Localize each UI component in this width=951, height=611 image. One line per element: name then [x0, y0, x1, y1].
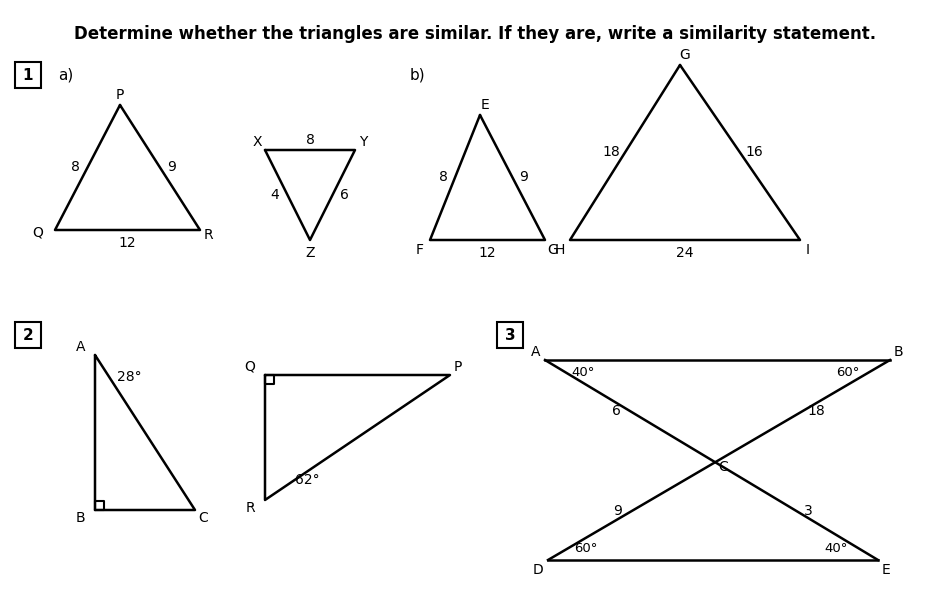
- Text: 9: 9: [167, 160, 177, 174]
- Text: P: P: [454, 360, 462, 374]
- Text: I: I: [806, 243, 810, 257]
- Text: 1: 1: [23, 67, 33, 82]
- Text: X: X: [252, 135, 262, 149]
- Text: 12: 12: [478, 246, 495, 260]
- Text: 24: 24: [676, 246, 693, 260]
- Text: R: R: [245, 501, 255, 515]
- Text: C: C: [718, 460, 728, 474]
- Text: A: A: [531, 345, 540, 359]
- Text: 28°: 28°: [117, 370, 142, 384]
- Text: H: H: [554, 243, 565, 257]
- Text: R: R: [204, 228, 213, 242]
- Text: Determine whether the triangles are similar. If they are, write a similarity sta: Determine whether the triangles are simi…: [74, 25, 876, 43]
- Text: E: E: [882, 563, 890, 577]
- Text: B: B: [75, 511, 85, 525]
- Text: Y: Y: [359, 135, 367, 149]
- Text: Z: Z: [305, 246, 315, 260]
- Text: Q: Q: [32, 226, 43, 240]
- Text: 60°: 60°: [574, 541, 597, 555]
- Text: 3: 3: [805, 504, 813, 518]
- Text: A: A: [75, 340, 85, 354]
- Text: G: G: [680, 48, 690, 62]
- Text: 16: 16: [746, 145, 763, 159]
- Text: b): b): [410, 67, 426, 82]
- Text: G: G: [548, 243, 558, 257]
- Text: 8: 8: [70, 160, 80, 174]
- Text: D: D: [533, 563, 543, 577]
- Text: 6: 6: [340, 188, 348, 202]
- Text: 9: 9: [613, 504, 622, 518]
- Text: 18: 18: [602, 145, 620, 159]
- Text: 60°: 60°: [836, 365, 860, 378]
- Text: 40°: 40°: [572, 365, 594, 378]
- FancyBboxPatch shape: [497, 322, 523, 348]
- Text: 6: 6: [611, 404, 621, 418]
- Text: 18: 18: [807, 404, 825, 418]
- Text: B: B: [893, 345, 902, 359]
- FancyBboxPatch shape: [15, 322, 41, 348]
- Text: F: F: [416, 243, 424, 257]
- Text: 62°: 62°: [295, 473, 320, 487]
- Text: P: P: [116, 88, 125, 102]
- Text: Q: Q: [244, 360, 255, 374]
- Text: 40°: 40°: [825, 541, 847, 555]
- Text: a): a): [58, 67, 73, 82]
- Text: C: C: [198, 511, 208, 525]
- Text: 4: 4: [271, 188, 280, 202]
- Text: 8: 8: [305, 133, 315, 147]
- Text: 2: 2: [23, 327, 33, 343]
- Text: E: E: [480, 98, 490, 112]
- Text: 9: 9: [519, 170, 529, 184]
- Text: 8: 8: [438, 170, 447, 184]
- Text: 3: 3: [505, 327, 515, 343]
- FancyBboxPatch shape: [15, 62, 41, 88]
- Text: 12: 12: [118, 236, 136, 250]
